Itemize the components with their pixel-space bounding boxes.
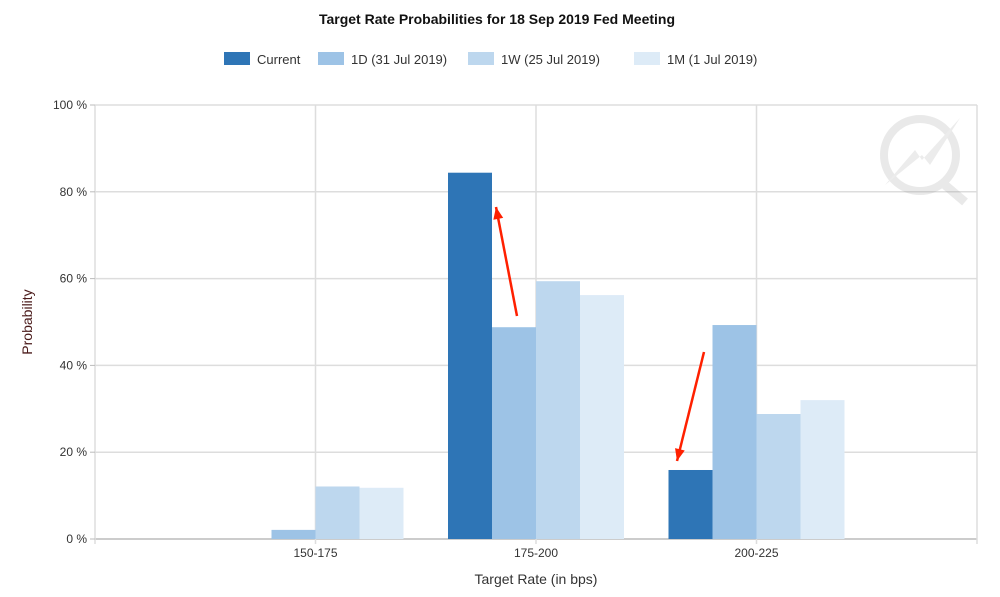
bar-1d-200-225 [712, 325, 757, 539]
x-tick-label: 175-200 [514, 546, 558, 560]
chart-title: Target Rate Probabilities for 18 Sep 201… [319, 11, 675, 27]
red-arrow-line [494, 206, 519, 317]
x-tick-label: 150-175 [293, 546, 337, 560]
legend: Current 1D (31 Jul 2019) 1W (25 Jul 2019) 1… [224, 52, 757, 67]
legend-label: 1D (31 Jul 2019) [351, 52, 447, 67]
bar-1w-175-200 [536, 281, 580, 539]
y-tick-label: 100 % [53, 98, 87, 112]
legend-swatch [468, 52, 494, 65]
bar-1w-200-225 [756, 414, 801, 539]
bars [271, 172, 845, 540]
y-tick-label: 0 % [66, 532, 87, 546]
bar-current-175-200 [448, 172, 492, 540]
bar-1m-200-225 [800, 400, 845, 539]
legend-swatch [634, 52, 660, 65]
bar-1w-150-175 [315, 486, 360, 539]
x-axis-ticks: 150-175 175-200 200-225 [293, 546, 778, 560]
red-arrow-head-icon [675, 448, 685, 461]
legend-label: 1M (1 Jul 2019) [667, 52, 757, 67]
bar-1m-150-175 [359, 487, 404, 539]
y-tick-label: 20 % [60, 445, 88, 459]
legend-label: Current [257, 52, 301, 67]
red-arrow-line [675, 351, 706, 462]
legend-label: 1W (25 Jul 2019) [501, 52, 600, 67]
y-tick-label: 40 % [60, 358, 88, 372]
y-tick-label: 60 % [60, 272, 88, 286]
x-axis-label: Target Rate (in bps) [475, 571, 598, 587]
legend-swatch [318, 52, 344, 65]
y-tick-label: 80 % [60, 185, 88, 199]
bar-current-200-225 [668, 469, 713, 539]
bar-1d-150-175 [271, 529, 316, 539]
y-axis-ticks: 0 % 20 % 40 % 60 % 80 % 100 % [53, 98, 95, 546]
bar-1d-175-200 [492, 327, 536, 539]
red-arrow-head-icon [493, 207, 504, 220]
bar-1m-175-200 [580, 295, 624, 539]
watermark-logo-icon [880, 115, 968, 206]
annotations [493, 206, 706, 462]
x-tick-label: 200-225 [734, 546, 778, 560]
legend-swatch [224, 52, 250, 65]
y-axis-label: Probability [19, 289, 35, 354]
